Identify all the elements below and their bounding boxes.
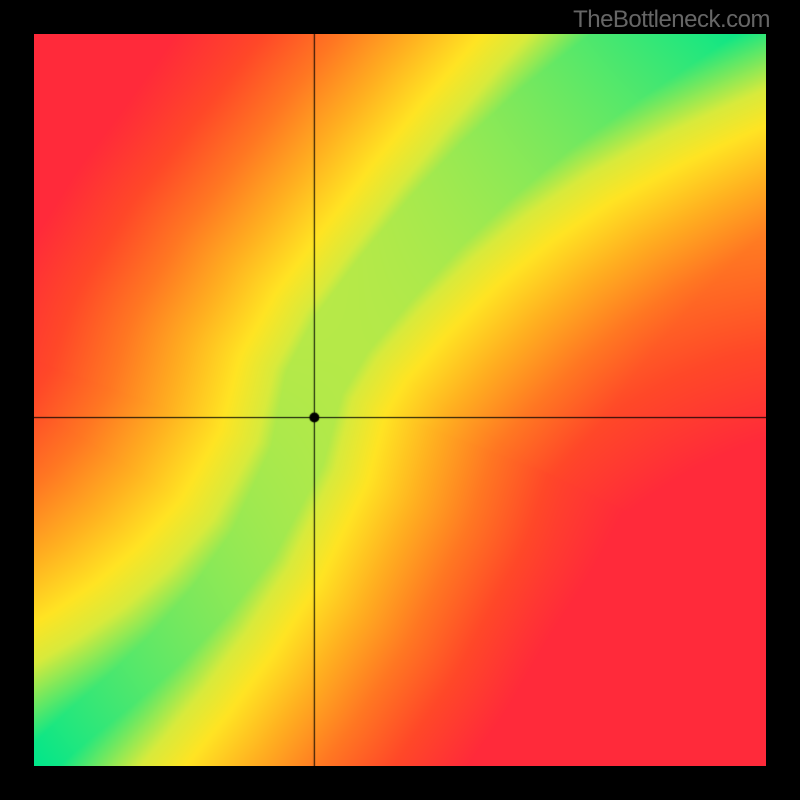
heatmap-plot	[34, 34, 766, 766]
watermark-text: TheBottleneck.com	[573, 6, 770, 34]
chart-container: TheBottleneck.com	[0, 0, 800, 800]
heatmap-canvas	[34, 34, 766, 766]
